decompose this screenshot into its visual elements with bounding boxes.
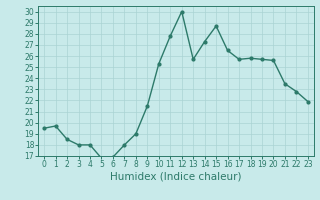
X-axis label: Humidex (Indice chaleur): Humidex (Indice chaleur): [110, 172, 242, 182]
